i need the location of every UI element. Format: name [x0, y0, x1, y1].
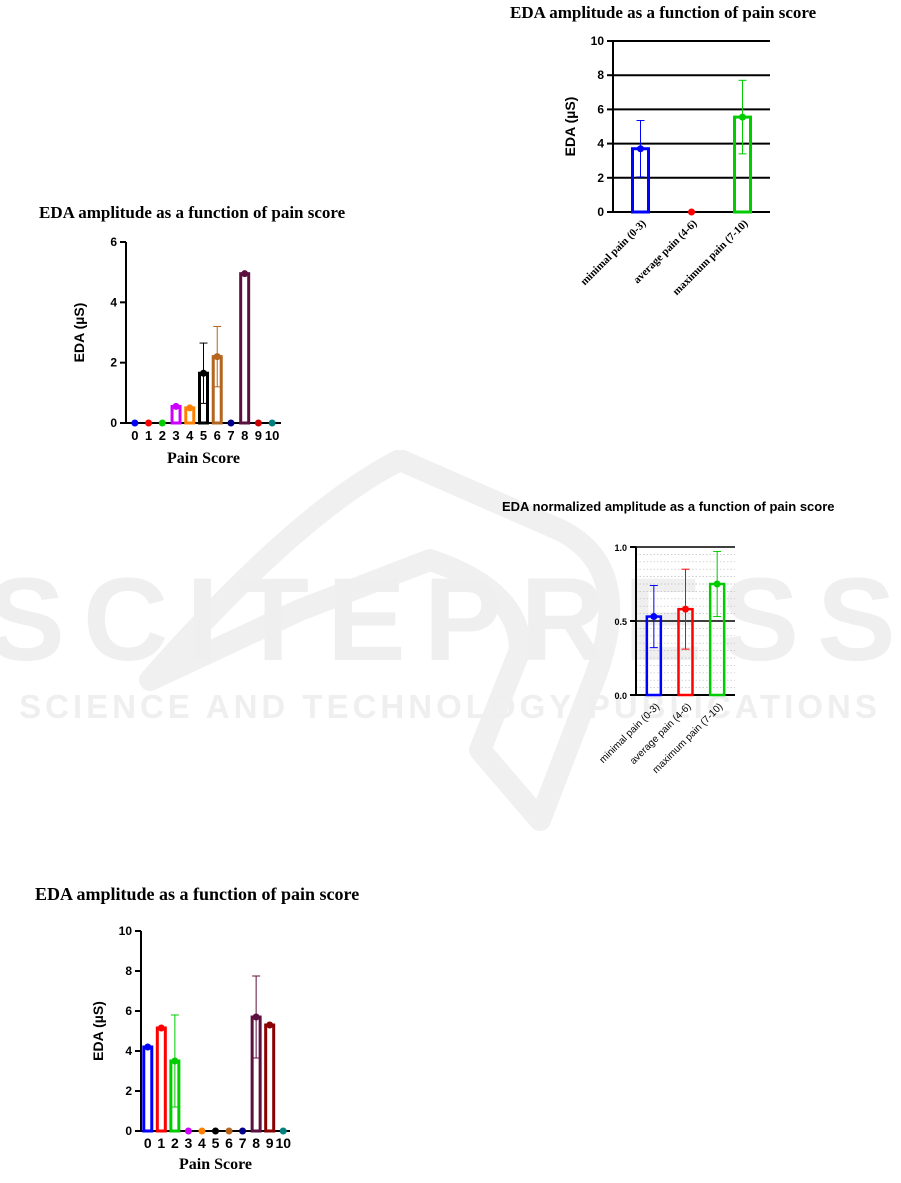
x-tick-label: 1 — [157, 1135, 165, 1151]
y-tick-label: 6 — [125, 1004, 132, 1018]
point — [268, 419, 276, 427]
chart-c-panel: EDA normalized amplitude as a function o… — [495, 495, 895, 805]
y-tick-label: 4 — [125, 1044, 132, 1058]
x-axis-label: Pain Score — [167, 450, 240, 467]
chart-title: EDA amplitude as a function of pain scor… — [510, 3, 817, 22]
bar — [239, 272, 251, 425]
y-tick-label: 0 — [597, 205, 604, 219]
point — [158, 419, 166, 427]
y-tick-label: 6 — [110, 235, 117, 249]
point — [688, 208, 695, 216]
x-tick-label: 6 — [214, 428, 221, 443]
x-tick-label: 7 — [227, 428, 234, 443]
point — [157, 1024, 165, 1032]
x-tick-label: 2 — [159, 428, 166, 443]
y-tick-label: 2 — [125, 1084, 132, 1098]
x-axis-label: Pain Score — [179, 1156, 252, 1173]
point — [241, 270, 249, 278]
point — [239, 1127, 247, 1135]
y-tick-label: 1.0 — [614, 543, 627, 553]
x-tick-label: 9 — [266, 1135, 274, 1151]
x-tick-label: 4 — [186, 428, 194, 443]
x-tick-label: 6 — [225, 1135, 233, 1151]
chart-d-panel: EDA amplitude as a function of pain scor… — [20, 880, 420, 1178]
point — [254, 419, 262, 427]
point — [227, 419, 235, 427]
y-axis-label: EDA (µS) — [90, 1001, 106, 1061]
y-tick-label: 6 — [597, 102, 604, 116]
point — [279, 1127, 287, 1135]
x-tick-label: 8 — [241, 428, 248, 443]
chart-a-panel: EDA amplitude as a function of pain scor… — [20, 200, 420, 480]
bar — [264, 1023, 276, 1133]
y-tick-label: 8 — [125, 964, 132, 978]
point — [266, 1021, 274, 1029]
y-tick-label: 0.5 — [614, 617, 627, 627]
x-tick-label: 5 — [212, 1135, 220, 1151]
y-tick-label: 4 — [597, 137, 604, 151]
bar — [142, 1045, 154, 1133]
point — [212, 1127, 219, 1135]
x-tick-label: 3 — [185, 1135, 193, 1151]
y-axis-label: EDA (µS) — [71, 303, 87, 363]
point — [186, 404, 194, 412]
point — [172, 402, 180, 410]
y-tick-label: 8 — [597, 68, 604, 82]
x-tick-label: 5 — [200, 428, 207, 443]
point — [144, 1043, 152, 1051]
x-tick-label: 9 — [255, 428, 262, 443]
x-tick-label: 0 — [131, 428, 138, 443]
bar — [155, 1026, 167, 1133]
point — [198, 1127, 206, 1135]
y-tick-label: 0 — [125, 1124, 132, 1138]
x-tick-label: 8 — [252, 1135, 260, 1151]
y-tick-label: 4 — [110, 295, 117, 309]
x-tick-label: 2 — [171, 1135, 179, 1151]
x-tick-label: 1 — [145, 428, 152, 443]
y-tick-label: 2 — [110, 356, 117, 370]
x-tick-label: 10 — [275, 1135, 291, 1151]
chart-title: EDA normalized amplitude as a function o… — [502, 499, 835, 514]
y-axis-label: EDA (µS) — [562, 97, 578, 157]
point — [225, 1127, 233, 1135]
point — [184, 1127, 192, 1135]
chart-b-panel: EDA amplitude as a function of pain scor… — [500, 0, 880, 320]
point — [131, 419, 139, 427]
y-tick-label: 0 — [110, 416, 117, 430]
y-tick-label: 10 — [119, 924, 133, 938]
chart-title: EDA amplitude as a function of pain scor… — [39, 203, 346, 222]
x-tick-label: 3 — [172, 428, 179, 443]
point — [145, 419, 153, 427]
x-tick-label: 10 — [265, 428, 279, 443]
chart-title: EDA amplitude as a function of pain scor… — [35, 884, 360, 904]
x-tick-label: 7 — [239, 1135, 247, 1151]
x-tick-label: 4 — [198, 1135, 206, 1151]
y-tick-label: 0.0 — [614, 691, 627, 701]
x-tick-label: 0 — [144, 1135, 152, 1151]
y-tick-label: 2 — [597, 171, 604, 185]
y-tick-label: 10 — [591, 34, 605, 48]
